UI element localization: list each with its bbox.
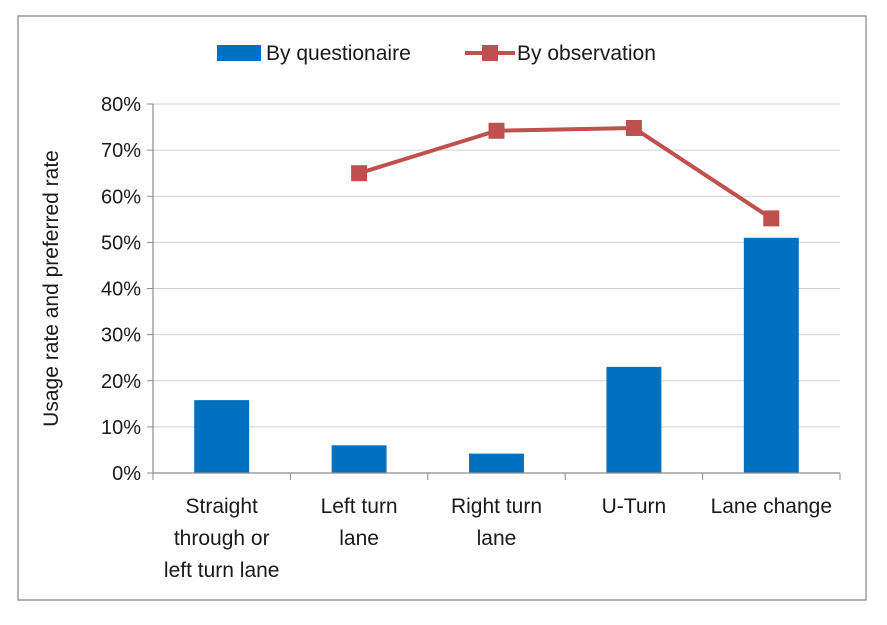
labels: 0% 10% 20% 30% 40% 50% 60% 70% 80% Straight throug… bbox=[40, 94, 832, 582]
point bbox=[625, 119, 642, 136]
point bbox=[488, 122, 505, 139]
y-tick-label: 40% bbox=[101, 279, 141, 301]
line-series bbox=[351, 119, 780, 227]
y-tick-label: 80% bbox=[101, 94, 141, 116]
y-axis-title: Usage rate and preferred rate bbox=[40, 150, 63, 427]
point bbox=[351, 165, 368, 182]
x-tick-label: Right turn lane bbox=[451, 495, 542, 550]
x-tick-label-line: lane bbox=[339, 527, 379, 550]
bar-series bbox=[194, 237, 799, 473]
y-tick-label: 70% bbox=[101, 140, 141, 162]
legend-label: By questionaire bbox=[266, 42, 411, 65]
x-tick-label: Straight through or left turn lane bbox=[164, 495, 280, 582]
series-line bbox=[358, 125, 773, 221]
x-tick-label: Left turn lane bbox=[321, 495, 398, 550]
x-tick-label-line: left turn lane bbox=[164, 559, 280, 582]
y-tick-label: 20% bbox=[101, 371, 141, 393]
x-tick-label: Lane change bbox=[711, 495, 832, 518]
x-tick-label-line: Lane change bbox=[711, 495, 832, 518]
legend: By questionaire By observation bbox=[217, 42, 656, 65]
bar bbox=[469, 453, 524, 473]
bar bbox=[606, 366, 662, 473]
y-tick-label: 10% bbox=[101, 417, 141, 439]
y-tick-label: 60% bbox=[101, 186, 141, 208]
point bbox=[763, 210, 780, 227]
legend-label: By observation bbox=[517, 42, 656, 65]
y-tick-label: 30% bbox=[101, 325, 141, 347]
y-tick-label: 0% bbox=[112, 463, 141, 485]
x-tick-label-line: Left turn bbox=[321, 495, 398, 518]
bar bbox=[331, 445, 387, 473]
chart-border bbox=[17, 15, 867, 601]
x-tick-label-line: Straight bbox=[186, 495, 259, 518]
y-tick-label: 50% bbox=[101, 232, 141, 254]
x-tick-label: U-Turn bbox=[602, 495, 667, 518]
axes bbox=[147, 103, 841, 480]
bar bbox=[194, 400, 250, 473]
x-tick-label-line: through or bbox=[174, 527, 270, 550]
legend-swatch-marker bbox=[482, 45, 498, 61]
gridlines bbox=[153, 103, 840, 428]
x-tick-label-line: lane bbox=[477, 527, 517, 550]
x-tick-label-line: U-Turn bbox=[602, 495, 667, 518]
x-tick-label-line: Right turn bbox=[451, 495, 542, 518]
legend-swatch-bar bbox=[217, 45, 261, 61]
bar bbox=[743, 237, 799, 473]
